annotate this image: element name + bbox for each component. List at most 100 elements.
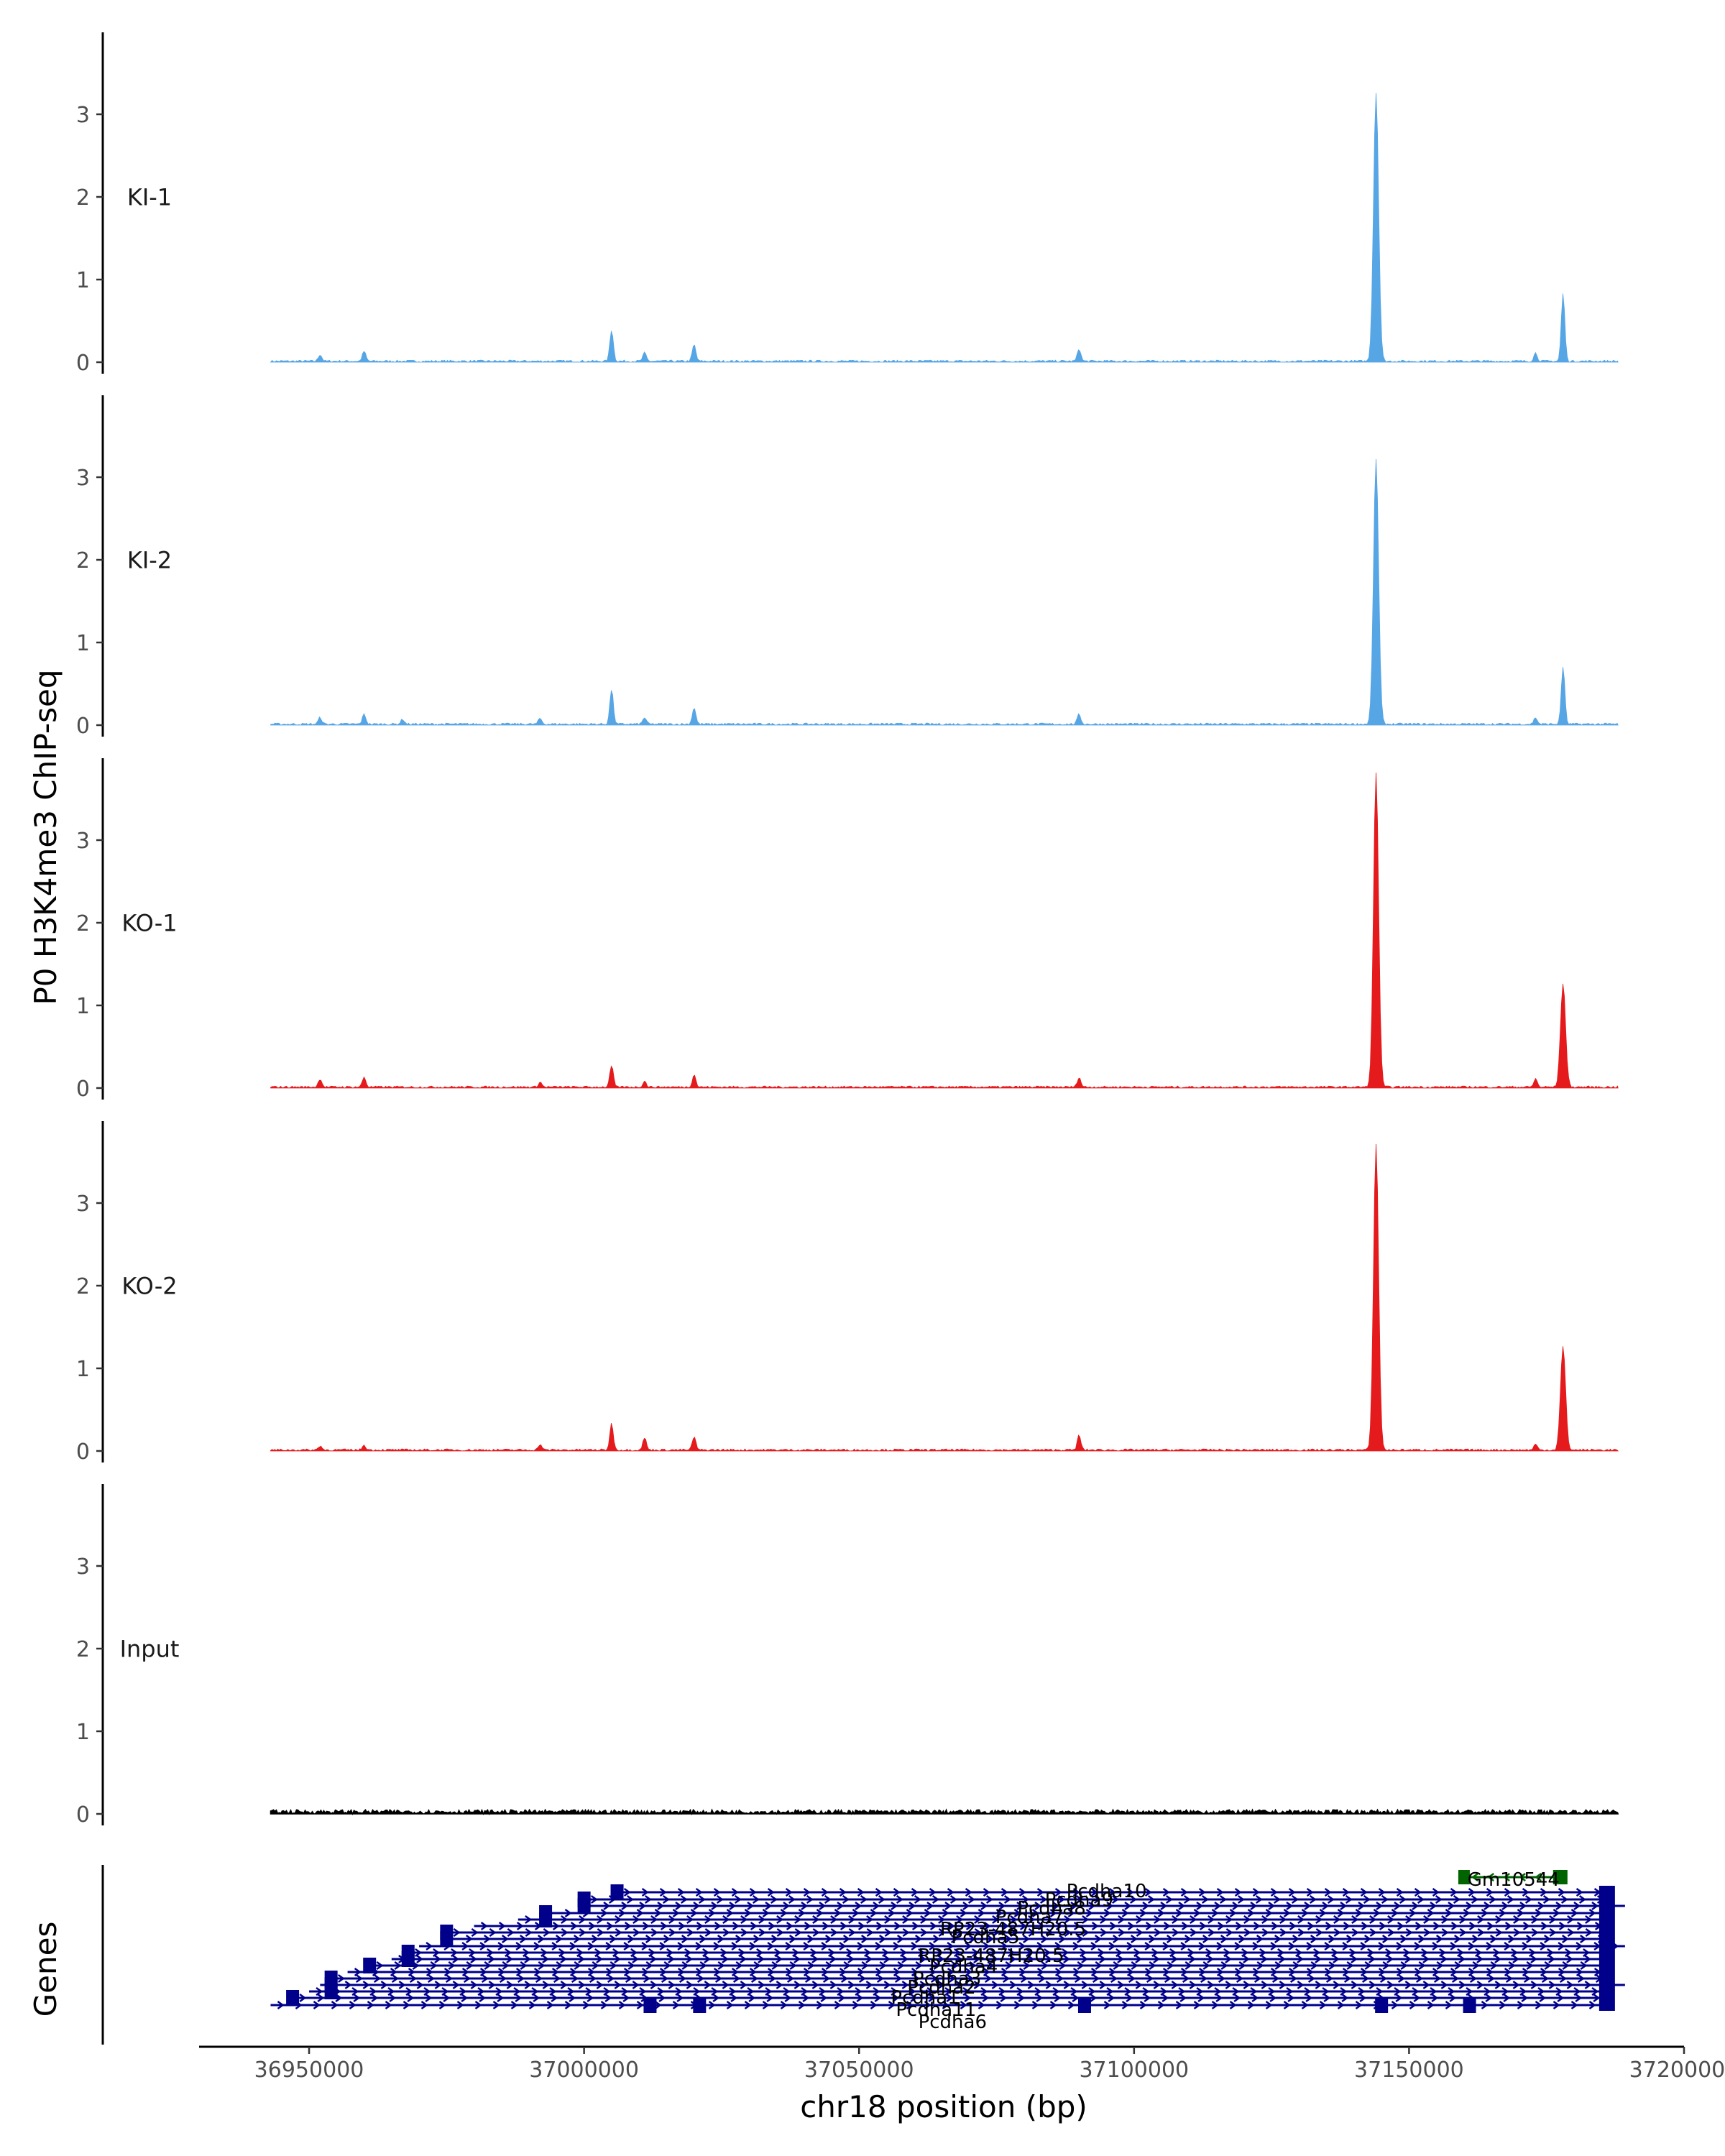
gene-strand-arrow: [947, 1967, 954, 1977]
gene-exon-reverse: [1458, 1870, 1470, 1884]
gene-strand-arrow: [1277, 1948, 1284, 1958]
gene-strand-arrow: [537, 1934, 545, 1944]
gene-strand-arrow: [1286, 1901, 1294, 1911]
gene-strand-arrow: [461, 1967, 469, 1977]
gene-strand-arrow: [680, 1894, 688, 1904]
gene-strand-arrow: [1439, 1948, 1446, 1958]
gene-strand-arrow: [625, 1973, 632, 1984]
track-ki-1: 0 1 2 3 KI-1: [76, 32, 1619, 376]
gene-strand-arrow: [704, 1980, 712, 1990]
gene-strand-arrow: [1529, 1948, 1536, 1958]
gene-strand-arrow: [821, 1967, 829, 1977]
gene-strand-arrow: [1486, 1887, 1494, 1897]
gene-strand-arrow: [681, 1934, 689, 1944]
gene-strand-arrow: [758, 1915, 765, 1925]
gene-strand-arrow: [1016, 1986, 1024, 1996]
gene-strand-arrow: [1288, 1967, 1296, 1977]
gene-strand-arrow: [1558, 1921, 1566, 1931]
x-tick-label: 36950000: [254, 2058, 364, 2083]
gene-strand-arrow: [1179, 1993, 1187, 2003]
gene-strand-arrow: [810, 1948, 817, 1958]
gene-strand-arrow: [1394, 1986, 1402, 1996]
gene-strand-arrow: [1289, 1921, 1297, 1931]
gene-strand-arrow: [1149, 1961, 1156, 1971]
gene-strand-arrow: [1345, 1894, 1353, 1904]
gene-strand-arrow: [896, 1894, 903, 1904]
gene-strand-arrow: [654, 2000, 662, 2010]
gene-strand-arrow: [1324, 1887, 1332, 1897]
gene-strand-arrow: [1171, 1980, 1179, 1990]
gene-strand-arrow: [1409, 1908, 1417, 1918]
gene-strand-arrow: [892, 1993, 900, 2003]
gene-strand-arrow: [1142, 1901, 1150, 1911]
gene-strand-arrow: [567, 1986, 575, 1996]
gene-strand-arrow: [623, 1967, 631, 1977]
gene-strand-arrow: [1391, 1908, 1399, 1918]
gene-strand-arrow: [968, 1934, 976, 1944]
gene-strand-arrow: [914, 1894, 921, 1904]
gene-strand-arrow: [911, 1887, 919, 1897]
gene-strand-arrow: [1349, 1948, 1356, 1958]
gene-strand-arrow: [734, 1894, 742, 1904]
gene-strand-arrow: [938, 1927, 946, 1938]
gene-strand-arrow: [911, 1921, 919, 1931]
gene-strand-arrow: [740, 1927, 748, 1938]
gene-strand-arrow: [372, 1967, 380, 1977]
gene-strand-arrow: [821, 1887, 829, 1897]
gene-strand-arrow: [750, 1973, 758, 1984]
gene-strand-arrow: [1494, 1954, 1501, 1964]
gene-strand-arrow: [884, 1915, 891, 1925]
gene-strand-arrow: [1351, 1954, 1358, 1964]
gene-strand-arrow: [1013, 1908, 1021, 1918]
gene-strand-arrow: [973, 1980, 981, 1990]
gene-strand-arrow: [1453, 1934, 1461, 1944]
gene-strand-arrow: [434, 1980, 442, 1990]
gene-strand-arrow: [1022, 1934, 1030, 1944]
gene-strand-arrow: [1261, 1980, 1269, 1990]
gene-strand-arrow: [1418, 1961, 1426, 1971]
gene-strand-arrow: [1543, 1934, 1551, 1944]
gene-strand-arrow: [1387, 1915, 1394, 1925]
gene-strand-arrow: [463, 1973, 471, 1984]
gene-strand-arrow: [1379, 1973, 1387, 1984]
gene-strand-arrow: [1548, 1980, 1556, 1990]
gene-strand-arrow: [1187, 1948, 1195, 1958]
gene-strand-arrow: [830, 1915, 837, 1925]
gene-exon-shared: [1598, 1886, 1615, 2011]
gene-strand-arrow: [698, 1894, 706, 1904]
gene-strand-arrow: [1395, 1993, 1403, 2003]
gene-strand-arrow: [1197, 1993, 1205, 2003]
gene-strand-arrow: [1243, 1954, 1250, 1964]
gene-strand-arrow: [731, 1941, 739, 1951]
gene-strand-arrow: [770, 1894, 778, 1904]
gene-strand-arrow: [1400, 1961, 1408, 1971]
gene-strand-arrow: [1166, 1934, 1174, 1944]
gene-strand-arrow: [1064, 1915, 1071, 1925]
gene-strand-arrow: [1417, 1894, 1425, 1904]
gene-strand-arrow: [520, 1961, 528, 1971]
gene-strand-arrow: [1044, 1948, 1051, 1958]
gene-strand-arrow: [519, 1934, 527, 1944]
gene-strand-arrow: [954, 1948, 961, 1958]
gene-strand-arrow: [1286, 1986, 1294, 1996]
gene-strand-arrow: [1072, 1941, 1080, 1951]
gene-strand-arrow: [946, 1993, 954, 2003]
gene-strand-arrow: [1219, 1894, 1227, 1904]
gene-strand-arrow: [443, 1967, 451, 1977]
gene-strand-arrow: [1340, 1901, 1348, 1911]
gene-strand-arrow: [1379, 1921, 1386, 1931]
gene-strand-arrow: [888, 2000, 896, 2010]
gene-strand-arrow: [1151, 1948, 1159, 1958]
gene-strand-arrow: [1081, 1980, 1089, 1990]
gene-strand-arrow: [1573, 1986, 1581, 1996]
gene-exon: [1077, 1997, 1091, 2013]
gene-strand-arrow: [1270, 1887, 1278, 1897]
gene-strand-arrow: [738, 1948, 745, 1958]
gene-strand-arrow: [1540, 1887, 1547, 1897]
gene-strand-arrow: [749, 1887, 757, 1897]
gene-strand-arrow: [1121, 1908, 1129, 1918]
gene-strand-arrow: [505, 1948, 512, 1958]
gene-strand-arrow: [1208, 1927, 1215, 1938]
gene-strand-arrow: [695, 1941, 703, 1951]
gene-strand-arrow: [423, 1986, 431, 1996]
